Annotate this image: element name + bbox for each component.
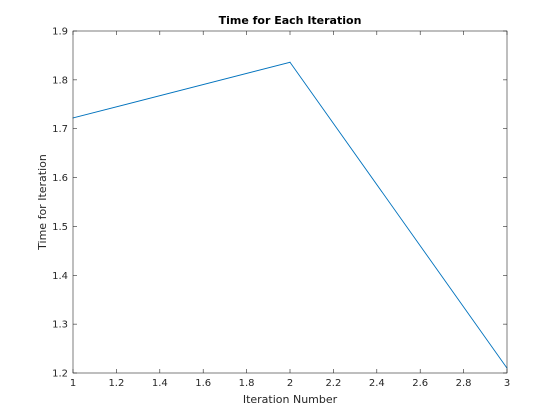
plot-area [73,31,507,373]
x-tick-label: 1.2 [108,378,124,389]
x-tick-label: 2 [287,378,293,389]
y-axis: 1.2 1.3 1.4 1.5 1.6 1.7 1.8 1.9 [52,27,507,380]
y-tick-label: 1.9 [52,27,68,38]
x-tick-label: 1 [70,378,76,389]
x-tick-label: 3 [504,378,510,389]
x-axis: 1 1.2 1.4 1.6 1.8 2 2.2 2.4 2.6 2.8 3 [70,31,510,389]
x-tick-label: 1.4 [152,378,168,389]
y-tick-label: 1.2 [52,369,68,380]
x-tick-label: 2.6 [412,378,428,389]
x-axis-label: Iteration Number [243,393,338,406]
y-tick-label: 1.4 [52,271,68,282]
y-tick-label: 1.7 [52,124,68,135]
y-axis-label: Time for Iteration [36,154,49,251]
chart-title: Time for Each Iteration [219,14,362,27]
y-tick-label: 1.5 [52,222,68,233]
x-tick-label: 1.8 [239,378,255,389]
y-tick-label: 1.3 [52,320,68,331]
x-tick-label: 1.6 [195,378,211,389]
x-tick-label: 2.4 [369,378,385,389]
x-tick-label: 2.8 [456,378,472,389]
x-tick-label: 2.2 [325,378,341,389]
data-point [289,61,291,63]
y-tick-label: 1.8 [52,75,68,86]
y-tick-label: 1.6 [52,173,68,184]
